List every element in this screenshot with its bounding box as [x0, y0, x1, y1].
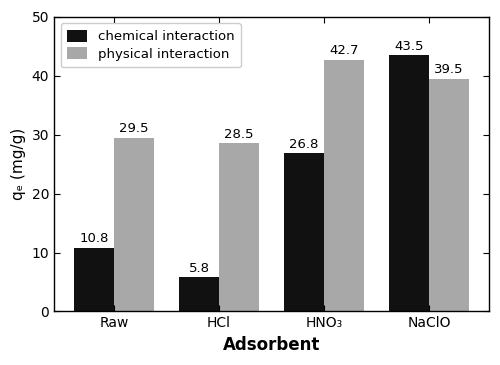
Text: 10.8: 10.8: [79, 233, 108, 245]
Bar: [284, 153, 324, 311]
Legend: chemical interaction, physical interaction: chemical interaction, physical interacti…: [61, 23, 241, 67]
X-axis label: Adsorbent: Adsorbent: [223, 336, 320, 354]
Bar: [179, 277, 219, 311]
Text: 43.5: 43.5: [394, 39, 424, 53]
Bar: [324, 59, 364, 311]
Bar: [114, 138, 154, 311]
Text: 42.7: 42.7: [330, 44, 359, 57]
Bar: [389, 55, 429, 311]
Bar: [429, 78, 469, 311]
Y-axis label: qₑ (mg/g): qₑ (mg/g): [11, 128, 26, 200]
Text: 29.5: 29.5: [119, 122, 148, 135]
Text: 39.5: 39.5: [434, 63, 464, 76]
Text: 5.8: 5.8: [188, 262, 210, 275]
Bar: [219, 143, 259, 311]
Text: 26.8: 26.8: [290, 138, 319, 151]
Text: 28.5: 28.5: [224, 128, 254, 141]
Bar: [74, 248, 114, 311]
